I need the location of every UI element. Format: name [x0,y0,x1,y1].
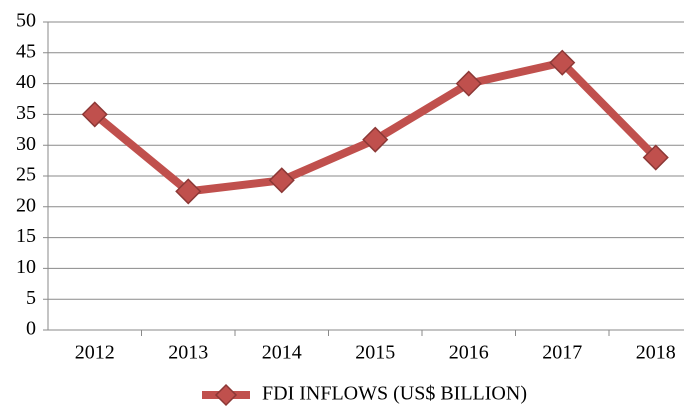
y-tick-label: 5 [26,287,36,309]
marker [455,70,482,97]
y-tick-label: 25 [16,164,36,186]
y-tick-label: 50 [16,10,36,32]
marker [175,178,202,205]
legend-label: FDI INFLOWS (US$ BILLION) [262,383,527,405]
marker [268,167,295,194]
legend-marker [214,383,238,407]
y-tick-label: 20 [16,194,36,216]
marker [642,144,669,171]
y-tick-label: 40 [16,71,36,93]
x-tick-label: 2013 [168,342,208,364]
marker [362,126,389,153]
y-tick-label: 10 [16,256,36,278]
x-tick-label: 2017 [542,342,582,364]
y-tick-label: 45 [16,40,36,62]
y-tick-label: 0 [26,318,36,340]
y-tick-label: 30 [16,133,36,155]
marker [549,49,576,76]
y-tick-label: 15 [16,225,36,247]
x-tick-label: 2015 [355,342,395,364]
marker [81,101,108,128]
x-tick-label: 2014 [262,342,302,364]
x-tick-label: 2016 [449,342,489,364]
y-tick-label: 35 [16,102,36,124]
x-tick-label: 2018 [636,342,676,364]
x-tick-label: 2012 [75,342,115,364]
